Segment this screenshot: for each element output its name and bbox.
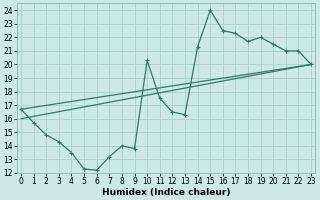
X-axis label: Humidex (Indice chaleur): Humidex (Indice chaleur) [102, 188, 230, 197]
